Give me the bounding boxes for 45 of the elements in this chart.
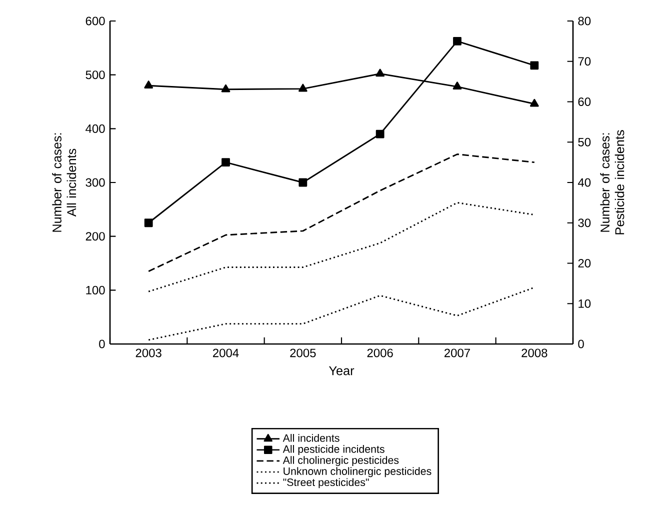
- point: [298, 84, 308, 92]
- point: [144, 80, 154, 88]
- x-tick-label: 2003: [136, 348, 162, 358]
- x-tick-label: 2004: [213, 348, 239, 358]
- y2-tick-label: 10: [578, 299, 591, 308]
- y2-tick-label: 30: [578, 218, 591, 228]
- point: [222, 158, 230, 167]
- legend-label: All cholinergic pesticides: [282, 456, 399, 466]
- y-tick-label: 600: [86, 16, 105, 26]
- x-tick-label: 2007: [444, 348, 470, 358]
- y2-axis-title: Number of cases: Pesticide incidents: [600, 130, 624, 234]
- point: [530, 61, 539, 70]
- point: [298, 178, 308, 187]
- y2-tick-label: 60: [578, 97, 591, 106]
- y-tick-label: 500: [86, 70, 105, 80]
- x-tick-label: 2008: [522, 348, 548, 358]
- point: [530, 98, 539, 107]
- y-tick-label: 400: [86, 124, 105, 133]
- y2-tick-label: 40: [578, 178, 591, 187]
- point: [376, 130, 384, 138]
- y-tick-label: 100: [86, 286, 105, 294]
- x-tick-label: 2006: [367, 348, 393, 358]
- point: [221, 84, 230, 92]
- line-series: [148, 286, 536, 341]
- y-axis-title: Number of cases: All incidents: [52, 133, 76, 232]
- y-tick-label: 0: [99, 340, 105, 348]
- legend-label: Unknown cholinergic pesticides: [284, 467, 432, 478]
- legend-label: All incidents: [282, 434, 340, 442]
- point: [453, 36, 462, 46]
- legend-label: "Street pesticides": [283, 478, 369, 488]
- y2-tick-label: 70: [578, 57, 591, 66]
- x-axis-title: Year: [328, 366, 354, 376]
- point: [452, 82, 462, 90]
- y2-tick-label: 50: [578, 138, 591, 146]
- y2-tick-label: 20: [578, 258, 591, 268]
- y2-tick-label: 80: [578, 16, 591, 26]
- line-series: [148, 153, 536, 272]
- point: [144, 218, 153, 228]
- y-tick-label: 300: [86, 178, 105, 187]
- y-tick-label: 200: [86, 232, 105, 241]
- line-series: [148, 202, 536, 292]
- legend-label: All pesticide incidents: [282, 445, 384, 455]
- x-tick-label: 2005: [290, 348, 316, 358]
- point: [376, 68, 385, 77]
- y2-tick-label: 0: [578, 340, 584, 348]
